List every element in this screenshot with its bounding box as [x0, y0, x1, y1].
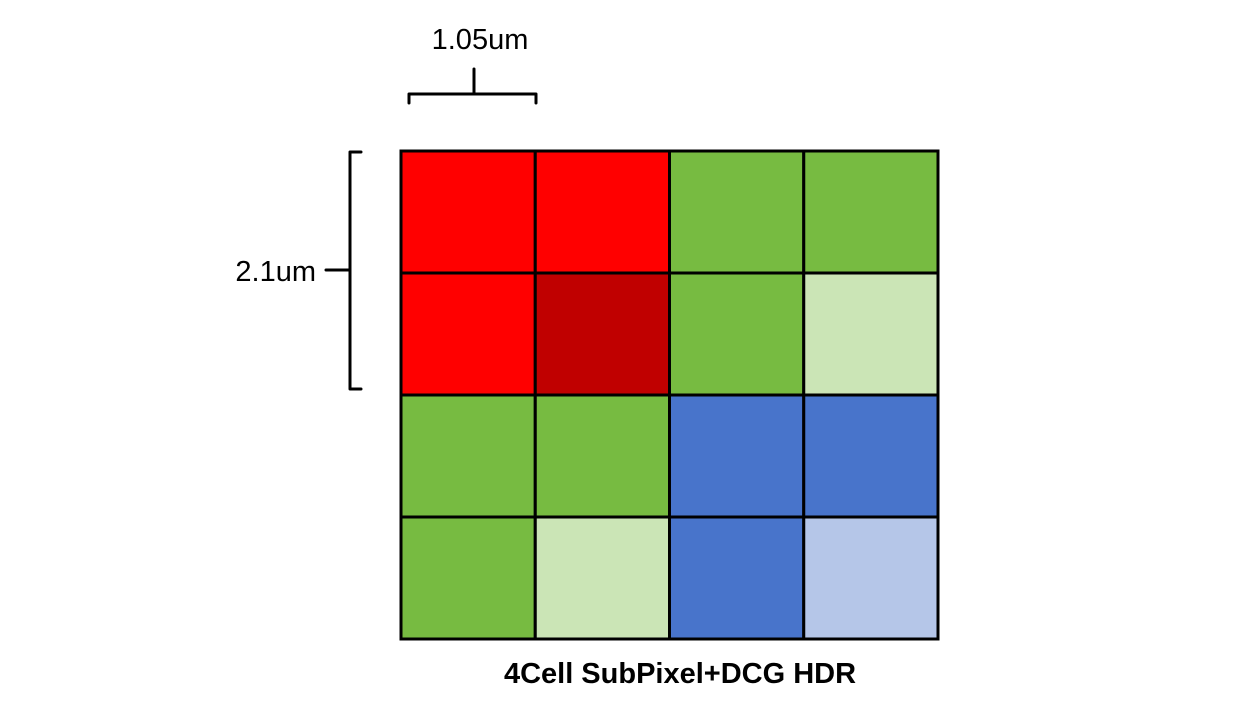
subpixel-cell-r4-c1 [399, 515, 537, 641]
subpixel-cell-r1-c2 [533, 149, 671, 275]
subpixel-cell-r1-c4 [802, 149, 940, 275]
subpixel-cell-r2-c2 [533, 271, 671, 397]
subpixel-cell-r2-c1 [399, 271, 537, 397]
subpixel-cell-r4-c2 [533, 515, 671, 641]
height-dimension-label: 2.1um [235, 256, 316, 288]
subpixel-cell-r4-c3 [668, 515, 806, 641]
subpixel-cell-r1-c1 [399, 149, 537, 275]
subpixel-cell-r1-c3 [668, 149, 806, 275]
subpixel-cell-r2-c4 [802, 271, 940, 397]
width-bracket [407, 67, 538, 105]
height-bracket [324, 150, 363, 391]
width-dimension-label: 1.05um [432, 24, 529, 56]
pixel-grid [399, 149, 940, 641]
subpixel-cell-r3-c1 [399, 393, 537, 519]
subpixel-cell-r4-c4 [802, 515, 940, 641]
subpixel-cell-r3-c4 [802, 393, 940, 519]
subpixel-cell-r3-c3 [668, 393, 806, 519]
diagram-caption: 4Cell SubPixel+DCG HDR [504, 658, 856, 690]
subpixel-cell-r3-c2 [533, 393, 671, 519]
subpixel-cell-r2-c3 [668, 271, 806, 397]
